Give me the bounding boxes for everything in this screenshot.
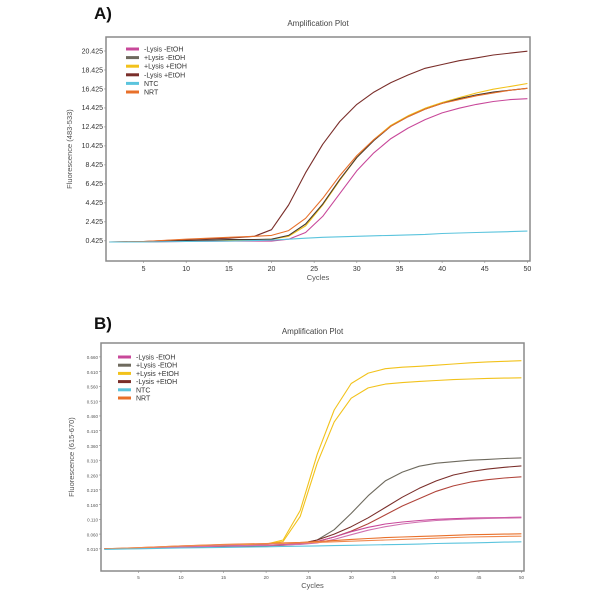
x-tick-label: 15 [225, 266, 233, 273]
x-tick-label: 5 [137, 575, 140, 580]
legend: -Lysis -EtOH+Lysis -EtOH+Lysis +EtOH-Lys… [118, 355, 179, 403]
legend-label: NRT [136, 396, 151, 403]
y-tick-label: 4.425 [85, 200, 103, 207]
series-line-nrt [109, 87, 528, 243]
legend-label: -Lysis -EtOH [144, 47, 183, 54]
y-tick-label: 0.510 [87, 399, 99, 404]
legend-label: +Lysis -EtOH [136, 363, 177, 370]
x-tick-label: 35 [391, 575, 397, 580]
legend-swatch [126, 64, 139, 68]
y-tick-label: 0.560 [87, 385, 99, 390]
y-tick-label: 0.260 [87, 473, 99, 478]
y-tick-label: 0.610 [87, 370, 99, 375]
series-line-lysis-etoh [109, 87, 528, 243]
series-line-ntc [104, 541, 522, 550]
panel-label-b: B) [94, 314, 112, 333]
legend-label: +Lysis -EtOH [144, 55, 185, 62]
y-tick-label: 8.425 [85, 162, 103, 169]
legend-swatch [126, 47, 139, 51]
chart-title: Amplification Plot [282, 327, 344, 336]
legend-swatch [126, 81, 139, 85]
x-axis-label: Cycles [301, 581, 324, 590]
legend-swatch [126, 90, 139, 94]
legend-label: -Lysis +EtOH [144, 72, 185, 79]
x-tick-label: 30 [349, 575, 355, 580]
y-tick-label: 0.425 [85, 238, 103, 245]
x-tick-label: 45 [481, 266, 489, 273]
y-tick-label: 0.460 [87, 414, 99, 419]
y-tick-label: 2.425 [85, 219, 103, 226]
chart-title: Amplification Plot [287, 19, 349, 28]
legend-label: NTC [136, 387, 150, 394]
series-line-nrt [104, 535, 522, 550]
y-tick-label: 0.010 [87, 547, 99, 552]
y-tick-label: 0.310 [87, 459, 99, 464]
y-tick-label: 12.425 [82, 124, 104, 131]
y-tick-label: 18.425 [82, 67, 104, 74]
legend-label: -Lysis -EtOH [136, 355, 175, 362]
x-tick-label: 20 [264, 575, 270, 580]
y-tick-label: 0.210 [87, 488, 99, 493]
x-axis-label: Cycles [307, 273, 330, 282]
series-line-ntc [109, 230, 528, 243]
y-tick-label: 16.425 [82, 86, 104, 93]
x-tick-label: 10 [178, 575, 184, 580]
y-tick-label: 10.425 [82, 143, 104, 150]
y-tick-label: 20.425 [82, 48, 104, 55]
y-tick-label: 0.410 [87, 429, 99, 434]
legend-swatch [118, 388, 131, 392]
legend-label: NRT [144, 90, 159, 97]
x-tick-label: 45 [476, 575, 482, 580]
legend: -Lysis -EtOH+Lysis -EtOH +Lysis +EtOH-Lys… [126, 47, 187, 97]
y-tick-label: 0.110 [87, 518, 98, 523]
x-tick-label: 15 [221, 575, 227, 580]
x-tick-label: 35 [396, 266, 404, 273]
y-axis-label: Fluorescence (615-670) [67, 417, 76, 497]
y-tick-label: 6.425 [85, 181, 103, 188]
legend-label: +Lysis +EtOH [136, 371, 179, 378]
plot-frame [100, 342, 525, 572]
x-tick-label: 5 [142, 266, 146, 273]
legend-swatch [118, 371, 131, 375]
panel-label-a: A) [94, 4, 112, 23]
x-tick-label: 30 [353, 266, 361, 273]
y-tick-label: 0.660 [87, 355, 99, 360]
legend-swatch [126, 56, 139, 60]
legend-swatch [118, 355, 131, 359]
x-tick-label: 50 [519, 575, 525, 580]
legend-swatch [118, 380, 131, 384]
legend-label: NTC [144, 81, 158, 88]
series-line-lysis-etoh [104, 517, 522, 550]
x-tick-label: 50 [524, 266, 532, 273]
x-tick-label: 20 [268, 266, 276, 273]
x-tick-label: 40 [434, 575, 440, 580]
legend-swatch [126, 73, 139, 77]
x-tick-label: 10 [182, 266, 190, 273]
y-tick-label: 14.425 [82, 105, 104, 112]
chart-a: Amplification Plot 0.425 2.425 4.425 6.425 8.… [65, 19, 531, 282]
x-tick-label: 25 [310, 266, 318, 273]
legend-swatch [118, 396, 131, 400]
x-tick-label: 25 [306, 575, 312, 580]
chart-b: Amplification Plot 0.010 0.060 0.110 0.160 0.… [67, 327, 525, 590]
series-line-lysis-etoh [109, 50, 528, 243]
y-tick-label: 0.160 [87, 503, 99, 508]
legend-swatch [118, 363, 131, 367]
y-tick-label: 0.360 [87, 444, 99, 449]
series-line-lysis-etoh [104, 457, 522, 550]
y-axis-label: Fluorescence (483-533) [65, 109, 74, 189]
legend-label: +Lysis +EtOH [144, 64, 187, 71]
x-tick-label: 40 [438, 266, 446, 273]
plot-frame [105, 36, 531, 262]
legend-label: -Lysis +EtOH [136, 379, 177, 386]
y-tick-label: 0.060 [87, 532, 99, 537]
